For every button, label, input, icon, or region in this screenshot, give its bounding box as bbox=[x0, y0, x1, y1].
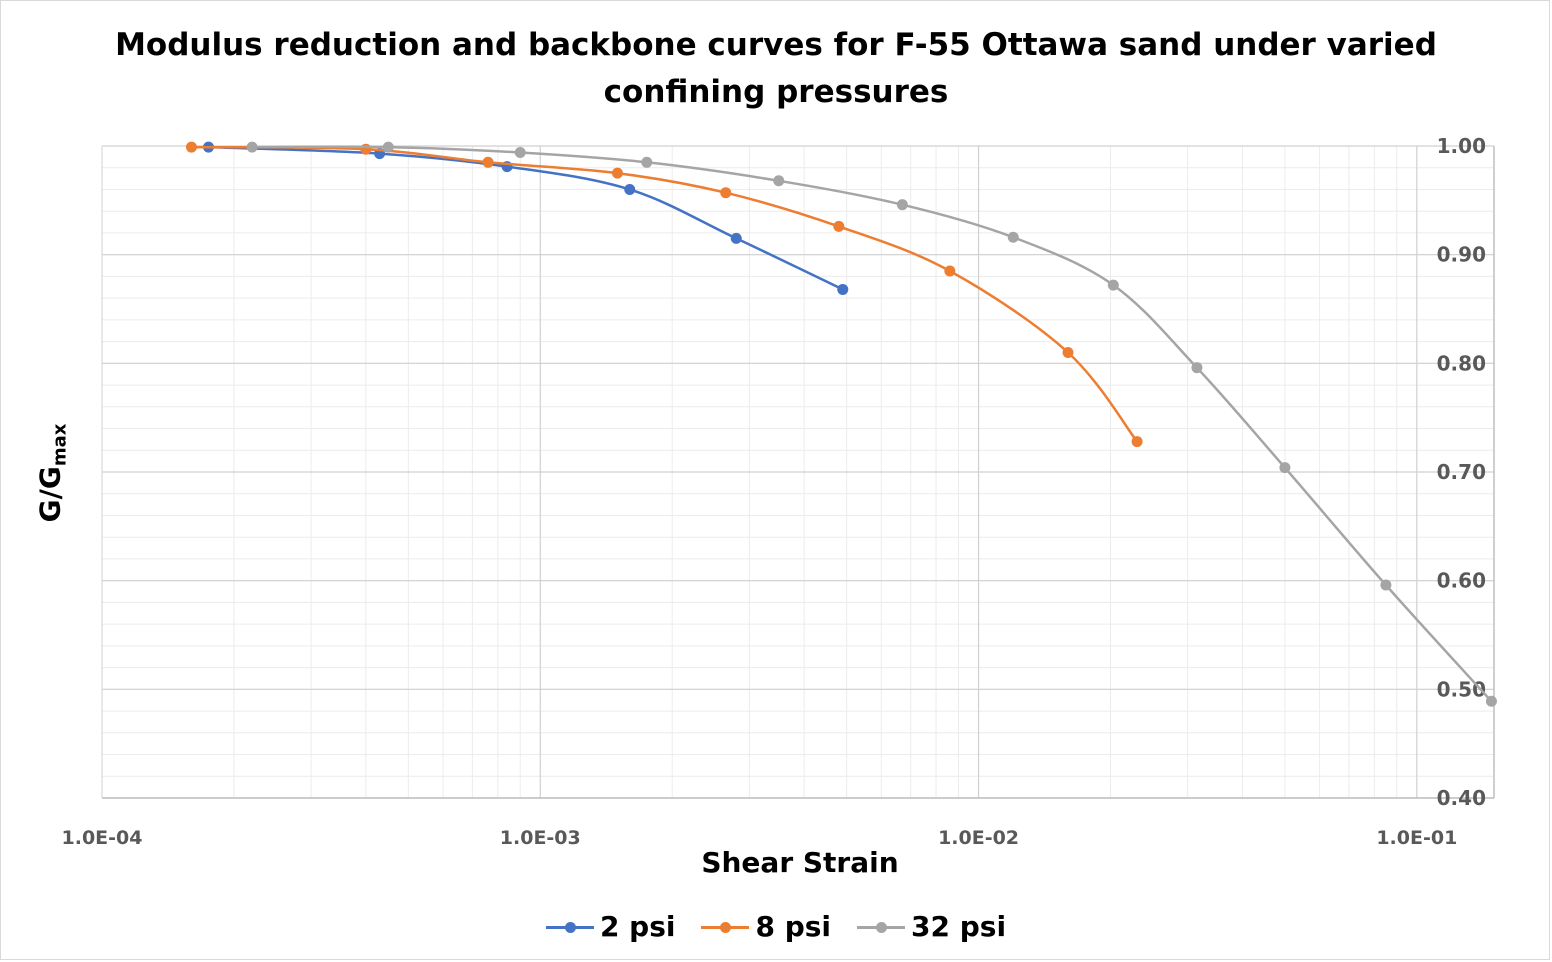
x-tick-label: 1.0E-04 bbox=[62, 827, 143, 849]
y-tick-label: 0.70 bbox=[1437, 460, 1486, 484]
data-point-8-psi bbox=[720, 187, 732, 199]
data-point-2-psi bbox=[837, 283, 849, 295]
data-point-32-psi bbox=[1191, 362, 1203, 374]
x-tick-label: 1.0E-03 bbox=[500, 827, 581, 849]
data-point-8-psi bbox=[185, 141, 197, 153]
series-line-2-psi bbox=[208, 145, 844, 291]
data-point-2-psi bbox=[624, 183, 636, 195]
y-tick-label: 0.90 bbox=[1437, 243, 1486, 267]
legend-label: 2 psi bbox=[599, 910, 676, 943]
legend-label: 8 psi bbox=[755, 910, 832, 943]
y-tick-label: 0.50 bbox=[1437, 677, 1486, 701]
y-tick-label: 1.00 bbox=[1437, 134, 1486, 158]
legend-marker bbox=[857, 920, 906, 934]
legend-marker bbox=[545, 920, 594, 934]
data-point-8-psi bbox=[944, 265, 956, 277]
legend-item: 2 psi bbox=[545, 910, 676, 943]
data-point-8-psi bbox=[611, 167, 623, 179]
x-tick-label: 1.0E-01 bbox=[1376, 827, 1457, 849]
data-point-8-psi bbox=[482, 156, 494, 168]
y-axis-label: G/Gmax bbox=[33, 423, 71, 523]
chart-title: Modulus reduction and backbone curves fo… bbox=[115, 27, 1437, 110]
y-tick-label: 0.60 bbox=[1437, 569, 1486, 593]
data-point-8-psi bbox=[833, 220, 845, 232]
data-point-32-psi bbox=[1007, 231, 1019, 243]
chart-legend: 2 psi 8 psi 32 psi bbox=[0, 910, 1552, 943]
series-lines bbox=[185, 141, 1497, 707]
data-point-32-psi bbox=[641, 156, 653, 168]
data-point-32-psi bbox=[1485, 695, 1497, 707]
x-axis-label: Shear Strain bbox=[701, 846, 899, 879]
x-tick-label: 1.0E-02 bbox=[938, 827, 1019, 849]
data-point-8-psi bbox=[360, 143, 372, 155]
y-tick-label: 0.80 bbox=[1437, 351, 1486, 375]
data-point-32-psi bbox=[1279, 462, 1291, 474]
gridlines bbox=[101, 145, 1494, 799]
series-line-8-psi bbox=[191, 145, 1139, 443]
tick-labels: 1.0E-04 1.0E-03 1.0E-02 1.0E-01 0.40 0.50 0.60… bbox=[62, 134, 1486, 849]
data-point-32-psi bbox=[1380, 579, 1392, 591]
data-point-32-psi bbox=[246, 141, 258, 153]
data-point-32-psi bbox=[773, 175, 785, 187]
axes bbox=[101, 146, 1495, 799]
data-point-8-psi bbox=[1131, 436, 1143, 448]
data-point-32-psi bbox=[514, 147, 526, 159]
data-point-32-psi bbox=[1107, 279, 1119, 291]
data-point-2-psi bbox=[730, 232, 742, 244]
legend-item: 8 psi bbox=[701, 910, 831, 943]
y-tick-label: 0.40 bbox=[1437, 786, 1486, 810]
legend-label: 32 psi bbox=[911, 910, 1007, 943]
data-point-32-psi bbox=[382, 141, 394, 153]
legend-item: 32 psi bbox=[857, 910, 1006, 943]
series-line-32-psi bbox=[252, 145, 1493, 703]
legend-marker bbox=[701, 920, 750, 934]
data-point-32-psi bbox=[896, 199, 908, 211]
data-point-8-psi bbox=[1062, 346, 1074, 358]
